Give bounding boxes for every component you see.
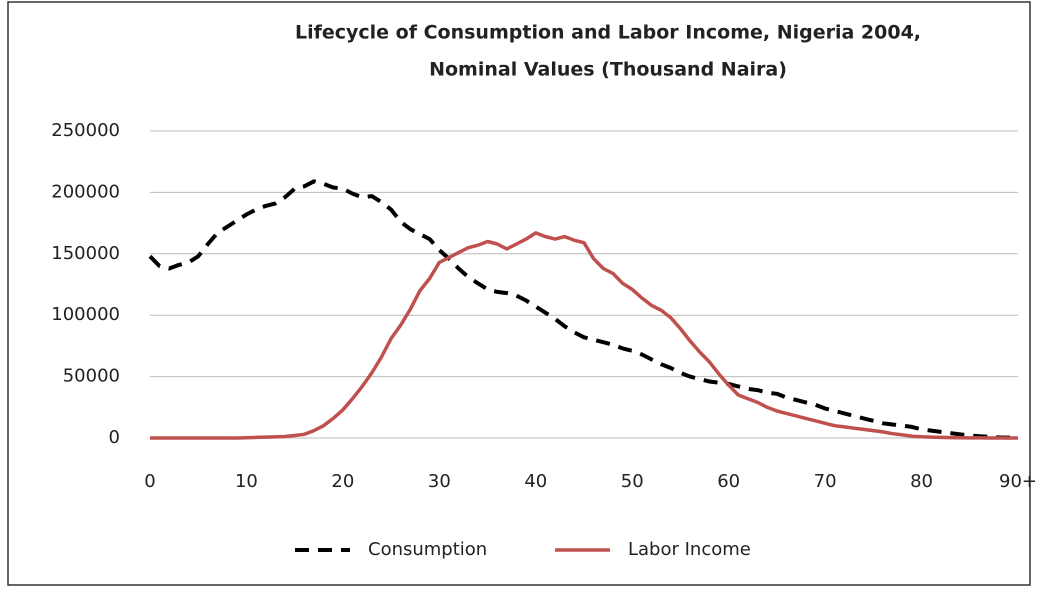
legend-label: Labor Income <box>628 539 751 560</box>
x-tick-label: 90+ <box>999 471 1037 492</box>
y-tick-label: 250000 <box>51 120 120 141</box>
x-tick-label: 20 <box>331 471 354 492</box>
series-line <box>150 231 1018 440</box>
x-tick-label: 60 <box>717 471 740 492</box>
y-tick-label: 100000 <box>51 304 120 325</box>
x-tick-label: 50 <box>621 471 644 492</box>
y-tick-label: 50000 <box>63 366 120 387</box>
chart-frame <box>7 1 1031 586</box>
legend-label: Consumption <box>368 539 487 560</box>
y-tick-label: 200000 <box>51 181 120 202</box>
y-tick-label: 150000 <box>51 243 120 264</box>
x-tick-label: 30 <box>428 471 451 492</box>
chart-subtitle: Nominal Values (Thousand Naira) <box>429 59 787 81</box>
x-tick-label: 10 <box>235 471 258 492</box>
x-tick-label: 40 <box>524 471 547 492</box>
x-tick-label: 0 <box>144 471 155 492</box>
series-line <box>148 179 1019 440</box>
chart-title: Lifecycle of Consumption and Labor Incom… <box>295 22 921 44</box>
x-tick-label: 70 <box>814 471 837 492</box>
y-tick-label: 0 <box>109 427 120 448</box>
x-tick-label: 80 <box>910 471 933 492</box>
